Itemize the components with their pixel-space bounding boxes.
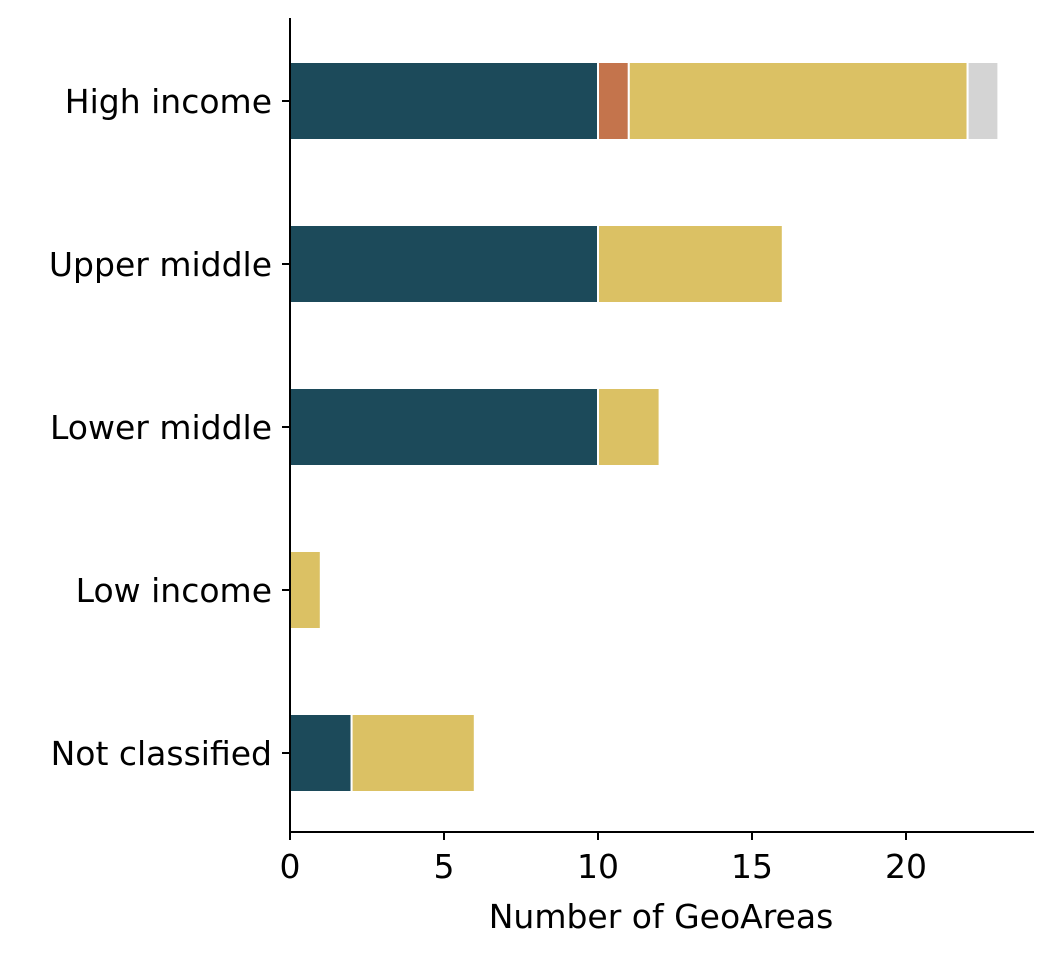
x-axis-label: Number of GeoAreas <box>489 897 834 936</box>
bar-segment <box>966 61 1000 141</box>
x-tick-label: 0 <box>280 847 301 886</box>
y-tick-label: High income <box>65 82 272 121</box>
bar-segment <box>289 550 322 630</box>
bar-segment <box>289 224 599 304</box>
x-axis: 0 5 10 15 20 <box>280 831 1034 886</box>
y-tick-label: Not classified <box>51 734 272 773</box>
bar-segment <box>597 387 661 467</box>
x-tick-label: 20 <box>885 847 927 886</box>
bar-segment <box>627 61 969 141</box>
bar-segment <box>289 387 599 467</box>
y-tick-label: Low income <box>76 571 272 610</box>
bar-segment <box>597 224 784 304</box>
y-tick-label: Upper middle <box>49 245 272 284</box>
x-tick-label: 10 <box>577 847 619 886</box>
bar-segment <box>597 61 630 141</box>
bar-segment <box>289 61 599 141</box>
x-tick-label: 5 <box>434 847 455 886</box>
y-axis: High income Upper middle Lower middle Low i… <box>49 18 291 832</box>
bars-layer <box>289 61 1000 793</box>
bar-segment <box>289 713 353 793</box>
x-tick-label: 15 <box>731 847 773 886</box>
bar-segment <box>350 713 476 793</box>
y-tick-label: Lower middle <box>50 408 272 447</box>
